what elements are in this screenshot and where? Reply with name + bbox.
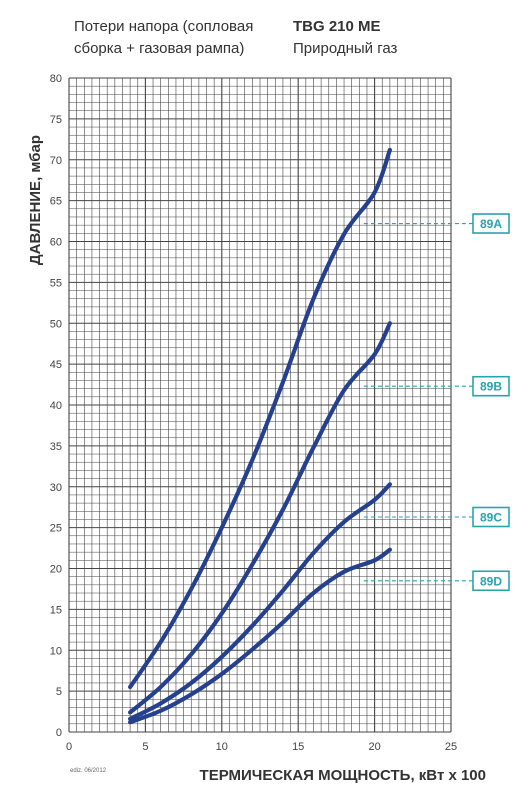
marker-label-89d: 89D — [480, 574, 502, 588]
y-tick-labels: 0 5 10 15 20 25 30 35 40 45 50 55 60 65 70 75 80 — [50, 73, 62, 739]
y-tick-label: 10 — [50, 645, 62, 657]
x-axis-title: ТЕРМИЧЕСКАЯ МОЩНОСТЬ, кВт х 100 — [200, 767, 486, 784]
y-tick-label: 20 — [50, 564, 62, 576]
curve-89a — [128, 147, 392, 690]
chart-subtitle: Потери напора (сопловая сборка + газовая… — [74, 18, 254, 57]
y-tick-label: 45 — [50, 359, 62, 371]
x-tick-label: 15 — [292, 741, 304, 753]
marker-label-89c: 89C — [480, 510, 502, 524]
x-tick-label: 5 — [142, 741, 148, 753]
chart-grid — [68, 77, 452, 733]
x-tick-label: 0 — [66, 741, 72, 753]
x-tick-label: 10 — [216, 741, 228, 753]
x-tick-label: 25 — [445, 741, 457, 753]
y-tick-label: 25 — [50, 523, 62, 535]
curve-89b — [128, 321, 392, 715]
x-tick-label: 20 — [368, 741, 380, 753]
model-block: TBG 210 ME Природный газ — [293, 16, 493, 60]
y-tick-label: 65 — [50, 196, 62, 208]
y-axis-title: ДАВЛЕНИЕ, мбар — [27, 135, 44, 265]
y-tick-label: 15 — [50, 604, 62, 616]
y-tick-label: 40 — [50, 400, 62, 412]
y-tick-label: 50 — [50, 318, 62, 330]
model-name: TBG 210 ME — [293, 18, 381, 35]
curve-89c — [128, 482, 392, 722]
x-tick-labels: 0 5 10 15 20 25 — [66, 741, 457, 753]
marker-box-89c — [472, 506, 510, 528]
series-markers: 89A 89B 89C 89D — [363, 213, 510, 592]
curve-89d — [128, 547, 392, 725]
y-tick-label: 55 — [50, 277, 62, 289]
edition-note: ediz. 06/2012 — [70, 768, 107, 774]
y-tick-label: 30 — [50, 482, 62, 494]
y-tick-label: 60 — [50, 237, 62, 249]
marker-label-89b: 89B — [480, 380, 502, 394]
y-tick-label: 35 — [50, 441, 62, 453]
y-tick-label: 5 — [56, 686, 62, 698]
y-tick-label: 70 — [50, 155, 62, 167]
marker-box-89d — [472, 570, 510, 592]
fuel-type: Природный газ — [293, 40, 398, 57]
marker-label-89a: 89A — [480, 217, 502, 231]
marker-box-89b — [472, 375, 510, 397]
y-tick-label: 75 — [50, 114, 62, 126]
marker-box-89a — [472, 213, 510, 234]
y-tick-label: 0 — [56, 727, 62, 739]
y-tick-label: 80 — [50, 73, 62, 85]
series-curves — [128, 147, 392, 725]
